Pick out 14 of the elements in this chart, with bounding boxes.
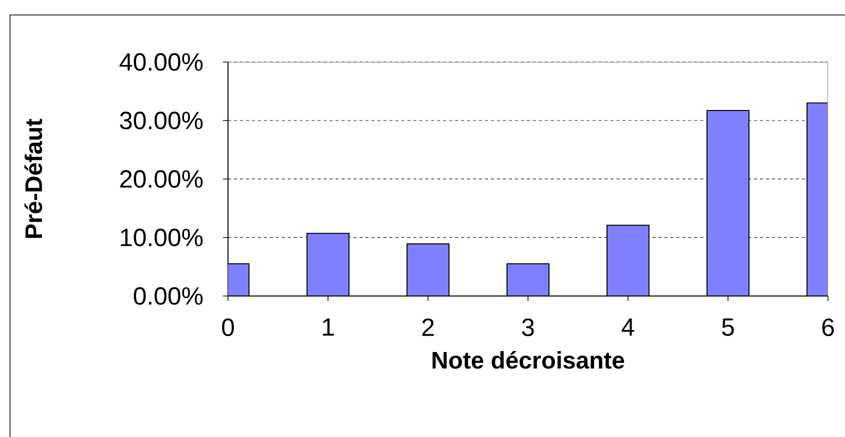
x-axis-title: Note décroisante xyxy=(432,350,624,369)
y-tick-label: 20.00% xyxy=(120,170,203,188)
y-tick-label: 40.00% xyxy=(120,53,203,71)
y-axis-title: Pré-Défaut xyxy=(24,118,42,238)
x-tick-label: 3 xyxy=(522,318,534,336)
x-tick-label: 6 xyxy=(822,318,834,336)
x-tick-label: 0 xyxy=(222,318,234,336)
x-tick-label: 1 xyxy=(322,318,334,336)
y-tick-label: 0.00% xyxy=(134,287,203,305)
y-tick-label: 30.00% xyxy=(120,112,203,130)
x-tick-label: 5 xyxy=(722,318,734,336)
x-tick-label: 4 xyxy=(622,318,634,336)
y-tick-label: 10.00% xyxy=(120,228,203,246)
x-tick-label: 2 xyxy=(422,318,434,336)
